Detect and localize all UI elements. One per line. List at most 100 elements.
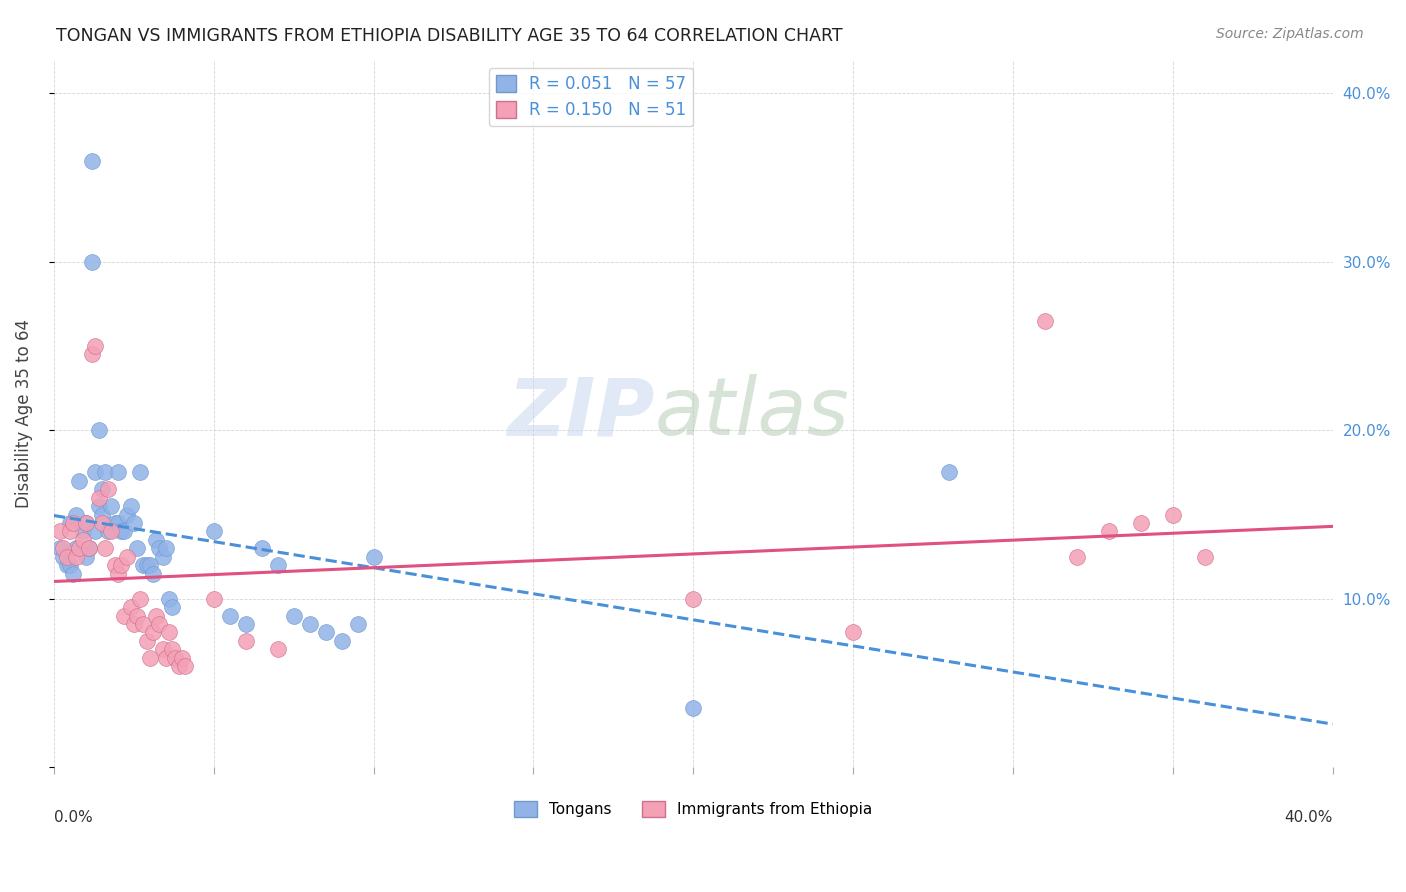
Point [1161,508,1184,522]
Point [202,524,225,539]
Point [59,524,82,539]
Point [49,524,72,539]
Point [842,625,865,640]
Point [90,508,112,522]
Point [132,558,155,572]
Point [72,524,94,539]
Point [87,423,110,437]
Point [77,541,100,556]
Point [152,549,174,564]
Point [148,617,170,632]
Point [1129,516,1152,530]
Point [142,625,165,640]
Point [120,600,142,615]
Point [112,524,135,539]
Point [155,541,177,556]
Point [62,516,84,530]
Point [139,558,162,572]
Point [120,499,142,513]
Point [148,541,170,556]
Legend: Tongans, Immigrants from Ethiopia: Tongans, Immigrants from Ethiopia [508,795,879,823]
Text: 0.0%: 0.0% [53,810,93,825]
Point [107,516,129,530]
Point [160,642,183,657]
Point [142,566,165,581]
Point [97,482,120,496]
Point [65,549,87,564]
Y-axis label: Disability Age 35 to 64: Disability Age 35 to 64 [15,319,32,508]
Point [55,549,77,564]
Point [84,524,107,539]
Point [52,549,75,564]
Point [1033,314,1056,328]
Point [202,591,225,606]
Point [117,549,139,564]
Point [84,339,107,353]
Point [84,466,107,480]
Text: TONGAN VS IMMIGRANTS FROM ETHIOPIA DISABILITY AGE 35 TO 64 CORRELATION CHART: TONGAN VS IMMIGRANTS FROM ETHIOPIA DISAB… [56,27,842,45]
Point [266,642,288,657]
Point [67,541,90,556]
Point [167,659,190,673]
Point [87,499,110,513]
Point [75,516,97,530]
Point [165,650,187,665]
Point [90,482,112,496]
Point [125,608,148,623]
Point [107,566,129,581]
Point [938,466,960,480]
Point [97,524,120,539]
Point [65,508,87,522]
Point [682,591,704,606]
Text: atlas: atlas [655,375,849,452]
Point [132,617,155,632]
Point [75,516,97,530]
Point [49,541,72,556]
Text: Source: ZipAtlas.com: Source: ZipAtlas.com [1216,27,1364,41]
Point [157,625,180,640]
Point [87,491,110,505]
Point [174,659,197,673]
Point [135,558,157,572]
Point [145,533,167,547]
Point [125,541,148,556]
Point [266,558,288,572]
Text: 40.0%: 40.0% [1285,810,1333,825]
Point [682,701,704,715]
Point [117,508,139,522]
Point [1066,549,1088,564]
Point [82,254,104,268]
Point [218,608,240,623]
Point [103,516,125,530]
Point [110,558,132,572]
Point [155,650,177,665]
Point [62,566,84,581]
Point [283,608,305,623]
Point [122,516,145,530]
Point [112,608,135,623]
Point [72,533,94,547]
Point [110,524,132,539]
Point [94,541,117,556]
Point [170,650,193,665]
Text: ZIP: ZIP [508,375,655,452]
Point [298,617,321,632]
Point [135,633,157,648]
Point [107,466,129,480]
Point [330,633,353,648]
Point [90,516,112,530]
Point [1098,524,1121,539]
Point [145,608,167,623]
Point [129,466,152,480]
Point [139,650,162,665]
Point [235,617,257,632]
Point [152,642,174,657]
Point [129,591,152,606]
Point [122,617,145,632]
Point [94,466,117,480]
Point [315,625,337,640]
Point [235,633,257,648]
Point [77,541,100,556]
Point [82,153,104,168]
Point [363,549,385,564]
